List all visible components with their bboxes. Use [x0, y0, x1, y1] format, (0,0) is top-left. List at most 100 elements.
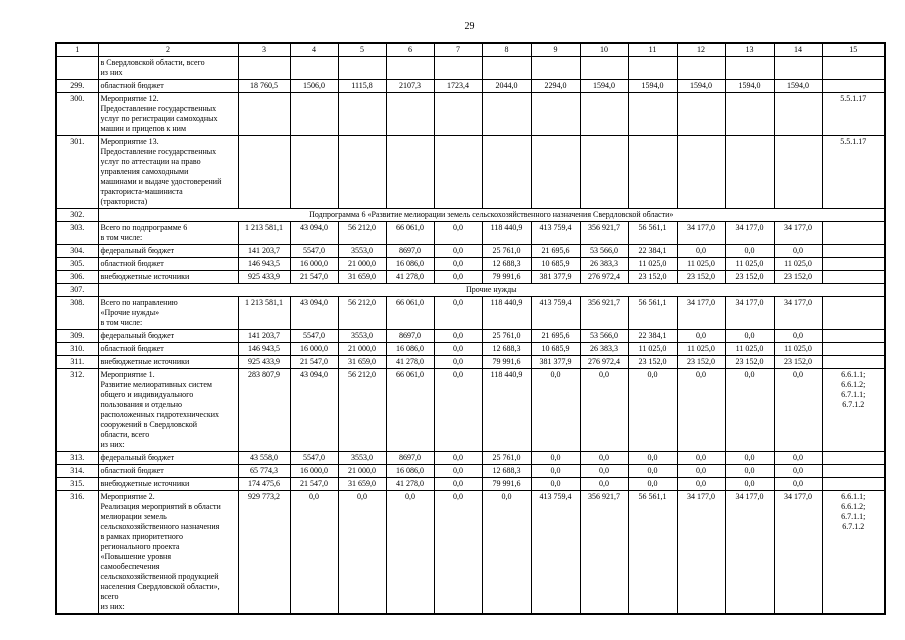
value-cell: 3553,0 [337, 244, 387, 258]
value-cell: 356 921,7 [579, 296, 629, 330]
row-name-cell: федеральный бюджет [97, 329, 239, 343]
value-cell: 16 086,0 [385, 342, 435, 356]
table-row: 308. Всего по направлению «Прочие нужды» … [55, 296, 886, 330]
value-cell: 41 278,0 [385, 477, 435, 491]
target-ref-cell [821, 296, 886, 330]
value-cell: 21 547,0 [289, 477, 339, 491]
value-cell: 146 943,5 [237, 257, 291, 271]
target-ref-cell [821, 342, 886, 356]
value-cell: 141 203,7 [237, 244, 291, 258]
row-number-cell: 310. [55, 342, 99, 356]
value-cell: 11 025,0 [627, 342, 678, 356]
value-cell: 8697,0 [385, 451, 435, 465]
value-cell: 10 685,9 [530, 257, 581, 271]
value-cell: 0,0 [627, 451, 678, 465]
column-header: 7 [433, 42, 483, 57]
value-cell: 1 213 581,1 [237, 221, 291, 245]
value-cell: 0,0 [579, 464, 629, 478]
value-cell: 925 433,9 [237, 355, 291, 369]
value-cell: 0,0 [773, 244, 823, 258]
row-name-cell: внебюджетные источники [97, 477, 239, 491]
value-cell: 413 759,4 [530, 221, 581, 245]
value-cell: 1594,0 [676, 79, 726, 93]
column-header: 1 [55, 42, 99, 57]
row-number-cell: 304. [55, 244, 99, 258]
value-cell: 25 761,0 [481, 244, 532, 258]
value-cell: 0,0 [433, 451, 483, 465]
value-cell: 10 685,9 [530, 342, 581, 356]
table-row: 303. Всего по подпрограмме 6 в том числе:… [55, 221, 886, 245]
column-header: 5 [337, 42, 387, 57]
value-cell: 23 152,0 [627, 355, 678, 369]
value-cell: 26 383,3 [579, 257, 629, 271]
section-span-cell: Подпрограмма 6 «Развитие мелиорации земе… [97, 208, 886, 222]
value-cell: 0,0 [676, 464, 726, 478]
table-row: 311. внебюджетные источники 925 433,9 21 54… [55, 355, 886, 369]
row-number-cell: 300. [55, 92, 99, 136]
target-ref-cell: 6.6.1.1; 6.6.1.2; 6.7.1.1; 6.7.1.2 [821, 490, 886, 615]
value-cell: 66 061,0 [385, 221, 435, 245]
value-cell: 11 025,0 [676, 342, 726, 356]
value-cell: 56 212,0 [337, 368, 387, 452]
value-cell [627, 135, 678, 209]
value-cell: 23 152,0 [724, 270, 775, 284]
value-cell: 23 152,0 [773, 270, 823, 284]
value-cell [237, 92, 291, 136]
value-cell [724, 92, 775, 136]
value-cell: 11 025,0 [724, 342, 775, 356]
value-cell [289, 92, 339, 136]
value-cell: 0,0 [627, 477, 678, 491]
column-header: 9 [530, 42, 581, 57]
column-header: 10 [579, 42, 629, 57]
value-cell: 66 061,0 [385, 368, 435, 452]
table-row: 313. федеральный бюджет 43 558,0 5547,0 3553… [55, 451, 886, 465]
row-number-cell: 305. [55, 257, 99, 271]
value-cell: 0,0 [433, 490, 483, 615]
value-cell: 0,0 [773, 329, 823, 343]
value-cell: 21 000,0 [337, 342, 387, 356]
value-cell: 16 000,0 [289, 342, 339, 356]
value-cell [627, 92, 678, 136]
value-cell: 5547,0 [289, 451, 339, 465]
value-cell: 0,0 [385, 490, 435, 615]
target-ref-cell: 5.5.1.17 [821, 135, 886, 209]
value-cell: 1594,0 [579, 79, 629, 93]
row-number-cell: 302. [55, 208, 99, 222]
row-name-cell: Мероприятие 12. Предоставление государст… [97, 92, 239, 136]
value-cell: 34 177,0 [676, 296, 726, 330]
value-cell: 5547,0 [289, 329, 339, 343]
value-cell: 23 152,0 [773, 355, 823, 369]
row-number-cell: 311. [55, 355, 99, 369]
row-name-cell: внебюджетные источники [97, 270, 239, 284]
target-ref-cell [821, 270, 886, 284]
value-cell: 0,0 [433, 329, 483, 343]
value-cell: 174 475,6 [237, 477, 291, 491]
value-cell: 0,0 [579, 477, 629, 491]
value-cell: 0,0 [724, 329, 775, 343]
value-cell: 56 561,1 [627, 221, 678, 245]
row-name-cell: федеральный бюджет [97, 451, 239, 465]
row-name-cell: внебюджетные источники [97, 355, 239, 369]
value-cell [337, 92, 387, 136]
value-cell: 21 695,6 [530, 244, 581, 258]
value-cell [385, 92, 435, 136]
row-name-cell: областной бюджет [97, 79, 239, 93]
value-cell: 56 561,1 [627, 296, 678, 330]
column-header: 8 [481, 42, 532, 57]
table-row: 306. внебюджетные источники 925 433,9 21 54… [55, 270, 886, 284]
value-cell: 283 807,9 [237, 368, 291, 452]
value-cell: 26 383,3 [579, 342, 629, 356]
value-cell: 43 094,0 [289, 296, 339, 330]
value-cell: 0,0 [433, 355, 483, 369]
value-cell [481, 135, 532, 209]
column-header: 13 [724, 42, 775, 57]
value-cell: 79 991,6 [481, 477, 532, 491]
value-cell: 1115,8 [337, 79, 387, 93]
value-cell: 56 561,1 [627, 490, 678, 615]
column-header: 4 [289, 42, 339, 57]
value-cell: 41 278,0 [385, 270, 435, 284]
value-cell: 2294,0 [530, 79, 581, 93]
value-cell: 34 177,0 [773, 490, 823, 615]
value-cell [385, 135, 435, 209]
